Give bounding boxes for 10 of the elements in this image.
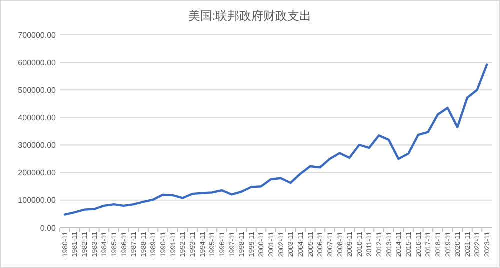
y-tick-label: 300000.00: [18, 141, 57, 150]
y-tick-label: 400000.00: [18, 114, 57, 123]
y-tick-label: 700000.00: [18, 30, 57, 40]
line-series: [64, 64, 488, 216]
y-tick-label: 0.00: [40, 224, 57, 233]
y-tick-label: 600000.00: [18, 58, 57, 68]
y-tick-label: 100000.00: [18, 196, 57, 206]
chart-title: 美国:联邦政府财政支出: [188, 9, 312, 23]
y-tick-label: 200000.00: [18, 168, 57, 178]
y-tick-label: 500000.00: [18, 86, 57, 95]
